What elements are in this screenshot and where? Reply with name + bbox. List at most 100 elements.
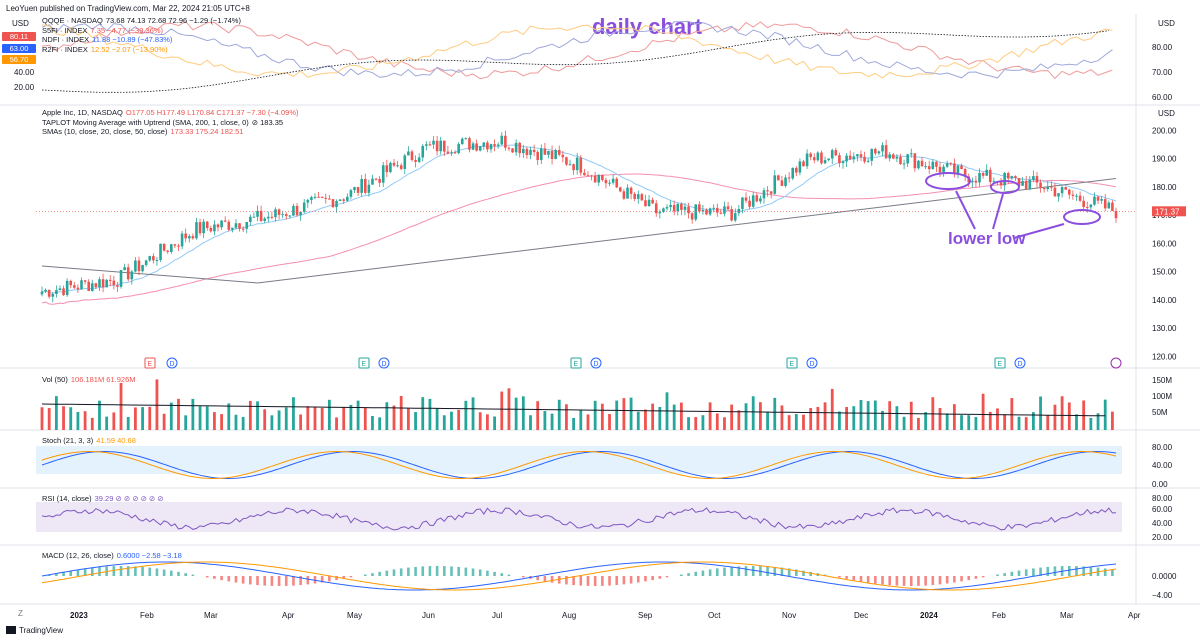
price-candle — [425, 144, 428, 146]
price-candle — [583, 172, 586, 176]
rsi-y-tick: 20.00 — [1152, 533, 1173, 542]
price-candle — [195, 222, 198, 239]
volume-bar — [715, 413, 719, 430]
x-axis-label: Feb — [140, 611, 154, 620]
volume-bar — [636, 411, 640, 430]
event-marker-label: E — [574, 361, 579, 368]
volume-bar — [579, 409, 583, 430]
rsi-legend[interactable]: RSI (14, close) 39.29 ⊘ ⊘ ⊘ ⊘ ⊘ ⊘ — [42, 494, 164, 503]
price-candle — [557, 150, 561, 155]
price-candle — [270, 216, 274, 218]
price-candle — [572, 164, 575, 171]
macd-histogram-bar — [996, 574, 999, 576]
volume-bar — [155, 379, 159, 430]
last-price-badge — [1152, 206, 1186, 217]
price-candle — [705, 209, 708, 215]
price-candle — [1046, 186, 1050, 190]
price-candle — [694, 204, 698, 220]
price-candle — [522, 148, 525, 154]
price-candle — [554, 150, 557, 159]
volume-bar — [572, 417, 576, 430]
price-candle — [856, 154, 859, 157]
volume-bar — [1046, 415, 1050, 430]
volume-bar — [205, 406, 209, 430]
price-candle — [496, 144, 500, 146]
zoom-reset-button[interactable]: Z — [18, 609, 23, 618]
legend-qqqe[interactable]: QQQE · NASDAQ 73.68 74.13 72.68 72.96 −1.… — [42, 16, 241, 25]
macd-histogram-bar — [493, 571, 496, 576]
price-candle — [313, 196, 317, 198]
macd-legend[interactable]: MACD (12, 26, close) 0.6000 −2.58 −3.18 — [42, 551, 182, 560]
price-candle — [812, 157, 816, 161]
price-candle — [733, 213, 737, 221]
macd-histogram-bar — [507, 574, 511, 576]
price-candle — [281, 214, 284, 216]
macd-histogram-bar — [313, 576, 317, 584]
macd-histogram-bar — [148, 567, 152, 576]
volume-legend[interactable]: Vol (50) 106.181M 61.926M — [42, 375, 136, 384]
price-candle — [604, 180, 608, 184]
volume-bar — [184, 415, 188, 430]
macd-histogram-bar — [522, 576, 525, 578]
price-candle — [579, 157, 583, 173]
x-axis-label: Sep — [638, 611, 653, 620]
price-candle — [1060, 187, 1064, 194]
price-candle — [453, 152, 457, 154]
price-candle — [450, 152, 453, 154]
volume-bar — [816, 407, 820, 430]
price-candle — [935, 161, 938, 167]
price-candle — [137, 260, 141, 272]
price-candle — [1085, 207, 1089, 209]
volume-bar — [457, 409, 461, 430]
volume-bar — [751, 396, 755, 430]
price-candle — [439, 140, 443, 152]
volume-bar — [838, 411, 841, 430]
price-candle — [83, 280, 87, 282]
price-candle — [378, 178, 381, 183]
price-candle — [489, 144, 493, 150]
volume-bar — [1003, 414, 1007, 430]
macd-histogram-bar — [1053, 566, 1057, 576]
macd-histogram-bar — [349, 576, 353, 578]
macd-y-tick: −4.00 — [1152, 591, 1173, 600]
price-candle — [396, 165, 399, 167]
macd-histogram-bar — [112, 566, 116, 576]
price-candle — [202, 221, 205, 234]
price-candle — [47, 289, 51, 297]
volume-bar — [313, 407, 317, 430]
macd-histogram-bar — [895, 576, 899, 586]
price-candle — [863, 156, 866, 162]
price-candle — [40, 291, 44, 295]
annotation-arrow — [992, 193, 1004, 230]
legend-s5fi[interactable]: S5FI · INDEX 7.35 −4.77 (−39.36%) — [42, 25, 163, 35]
price-candle — [719, 212, 723, 214]
price-candle — [184, 233, 187, 239]
price-candle — [626, 187, 629, 199]
macd-histogram-bar — [378, 571, 381, 576]
volume-bar — [557, 399, 561, 430]
price-candle — [1093, 196, 1096, 205]
macd-histogram-bar — [938, 576, 942, 585]
legend-r2fi[interactable]: R2FI · INDEX 12.52 −2.07 (−13.90%) — [42, 44, 168, 54]
price-candle — [945, 163, 949, 167]
stoch-legend[interactable]: Stoch (21, 3, 3) 41.59 40.68 — [42, 436, 136, 445]
volume-bar — [1010, 398, 1014, 430]
price-candle — [597, 175, 601, 183]
macd-histogram-bar — [1024, 569, 1028, 576]
volume-bar — [213, 412, 216, 430]
price-candle — [252, 216, 256, 218]
legend-taplot[interactable]: TAPLOT Moving Average with Uptrend (SMA,… — [42, 117, 284, 127]
legend-smas[interactable]: SMAs (10, close, 20, close, 50, close) 17… — [42, 127, 244, 136]
price-candle — [141, 264, 144, 272]
macd-histogram-bar — [220, 576, 223, 581]
price-y-tick: 190.00 — [1152, 155, 1177, 164]
price-usd-label: USD — [1158, 109, 1175, 118]
price-candle — [662, 208, 665, 212]
price-candle — [263, 218, 267, 221]
price-candle — [665, 207, 669, 209]
legend-aapl[interactable]: Apple Inc, 1D, NASDAQ O177.05 H177.49 L17… — [42, 108, 299, 117]
price-y-tick: 140.00 — [1152, 296, 1177, 305]
legend-ndfi[interactable]: NDFI · INDEX 11.88 −10.89 (−47.83%) — [42, 35, 173, 44]
volume-bar — [112, 412, 116, 430]
